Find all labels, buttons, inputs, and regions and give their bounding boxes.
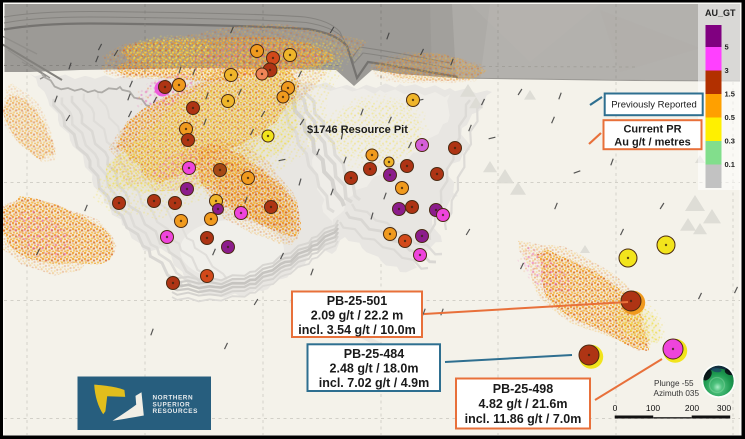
svg-text:$1746 Resource Pit: $1746 Resource Pit [307, 124, 408, 136]
svg-text:incl. 7.02 g/t / 4.9m: incl. 7.02 g/t / 4.9m [319, 376, 429, 390]
svg-text:5: 5 [725, 43, 729, 52]
svg-text:0.5: 0.5 [725, 113, 735, 122]
svg-text:200: 200 [685, 403, 699, 413]
svg-text:PB-25-498: PB-25-498 [493, 382, 553, 396]
svg-text:4.82 g/t / 21.6m: 4.82 g/t / 21.6m [479, 397, 568, 411]
svg-text:Au g/t / metres: Au g/t / metres [614, 137, 690, 149]
svg-text:PB-25-484: PB-25-484 [344, 347, 404, 361]
svg-text:Previously Reported: Previously Reported [611, 100, 697, 111]
svg-text:3: 3 [725, 66, 729, 75]
svg-text:0.3: 0.3 [725, 137, 735, 146]
svg-text:Plunge -55: Plunge -55 [654, 379, 694, 388]
svg-text:2.48 g/t / 18.0m: 2.48 g/t / 18.0m [330, 362, 419, 376]
svg-text:300: 300 [717, 403, 731, 413]
svg-text:0: 0 [613, 403, 618, 413]
svg-text:NORTHERN: NORTHERN [153, 395, 194, 402]
svg-text:SUPERIOR: SUPERIOR [153, 401, 191, 408]
svg-text:2.09 g/t / 22.2 m: 2.09 g/t / 22.2 m [311, 309, 403, 323]
svg-text:1.5: 1.5 [725, 90, 735, 99]
svg-text:incl. 3.54 g/t / 10.0m: incl. 3.54 g/t / 10.0m [298, 323, 415, 337]
svg-text:Azimuth 035: Azimuth 035 [654, 389, 700, 398]
svg-text:Current PR: Current PR [623, 124, 681, 136]
svg-text:PB-25-501: PB-25-501 [327, 294, 387, 308]
svg-text:AU_GT: AU_GT [705, 8, 736, 18]
svg-text:100: 100 [646, 403, 660, 413]
svg-text:incl. 11.86 g/t / 7.0m: incl. 11.86 g/t / 7.0m [465, 412, 582, 426]
svg-text:0.1: 0.1 [725, 160, 735, 169]
svg-text:RESOURCES: RESOURCES [153, 408, 199, 415]
